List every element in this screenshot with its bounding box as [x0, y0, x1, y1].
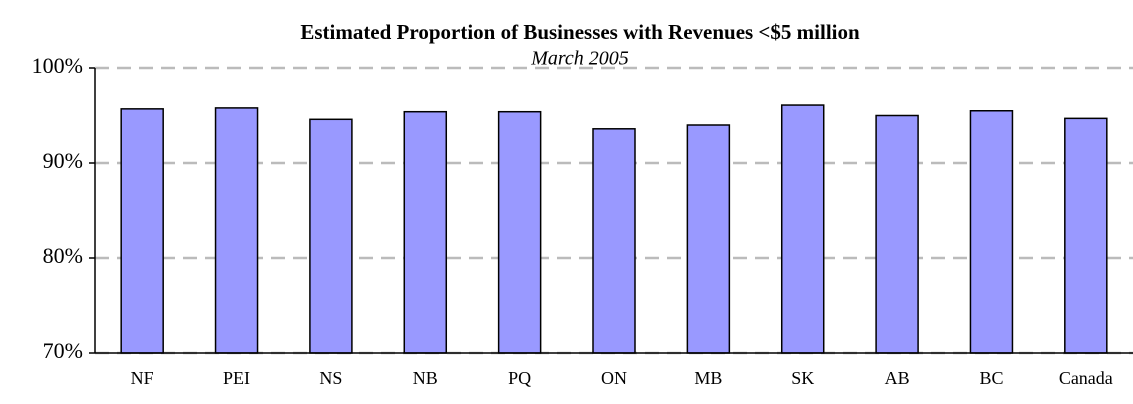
bar — [592, 128, 636, 354]
x-tick-label: ON — [601, 368, 627, 388]
bar — [969, 110, 1014, 354]
chart-title: Estimated Proportion of Businesses with … — [300, 20, 860, 44]
x-tick-label: BC — [979, 368, 1003, 388]
bar — [309, 118, 353, 354]
y-tick-label: 70% — [43, 338, 83, 363]
bar — [686, 124, 731, 354]
y-tick-label: 80% — [43, 243, 83, 268]
x-tick-label: PQ — [508, 368, 531, 388]
x-tick-label: MB — [694, 368, 722, 388]
x-tick-label: PEI — [223, 368, 250, 388]
x-tick-label: NS — [319, 368, 342, 388]
bar — [780, 104, 825, 354]
bar — [214, 107, 259, 354]
bar — [1064, 117, 1108, 354]
y-tick-label: 100% — [32, 53, 83, 78]
bar — [120, 108, 164, 354]
x-tick-label: AB — [885, 368, 910, 388]
bar — [403, 110, 448, 354]
x-tick-label: NB — [413, 368, 438, 388]
bar — [497, 110, 542, 354]
chart-subtitle: March 2005 — [530, 48, 629, 70]
bar — [875, 114, 919, 354]
x-tick-label: Canada — [1059, 368, 1113, 388]
x-tick-label: NF — [131, 368, 154, 388]
y-tick-label: 90% — [43, 148, 83, 173]
x-tick-label: SK — [791, 368, 814, 388]
